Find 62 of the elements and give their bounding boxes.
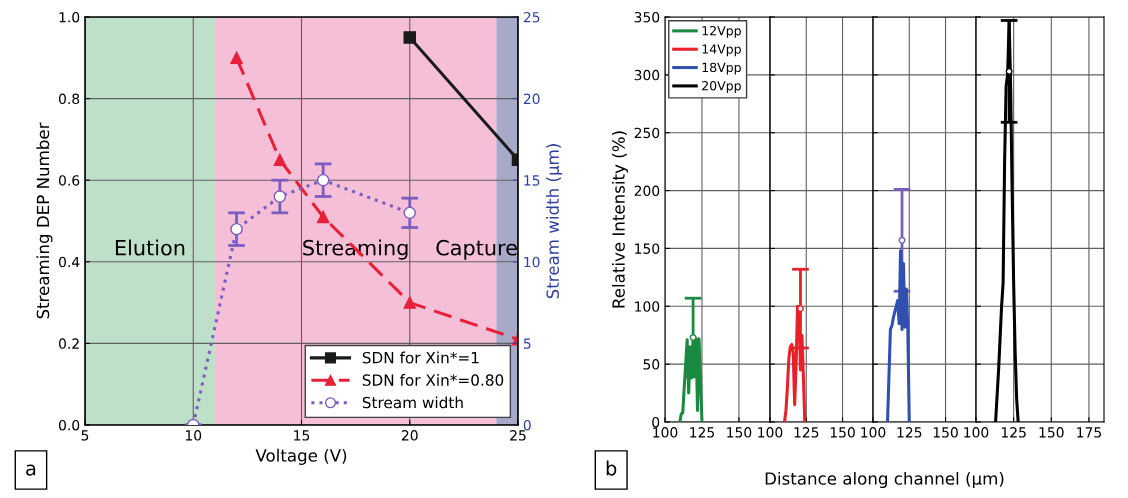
legend-label: 14Vpp <box>702 44 741 57</box>
legend-label: 18Vpp <box>702 62 741 75</box>
y-tick-label: 0.2 <box>58 338 79 349</box>
x-tick-label: 150 <box>933 427 958 438</box>
text: b <box>606 460 617 476</box>
x-tick-label: 125 <box>690 427 715 438</box>
y-tick-label: 100 <box>635 301 660 312</box>
x-tick-label: 150 <box>727 427 752 438</box>
x-tick-label: 125 <box>897 427 922 438</box>
x-tick-label: 20 <box>401 430 418 441</box>
band-label: Capture <box>436 239 517 260</box>
legend-label: 20Vpp <box>702 81 741 93</box>
point <box>316 210 330 224</box>
x-tick-label: 100 <box>964 427 989 438</box>
y2-tick-label: 20 <box>523 93 540 105</box>
y-tick-label: 0.0 <box>58 419 80 431</box>
y-tick-label: 200 <box>634 185 660 197</box>
point <box>230 51 243 65</box>
y2-tick-label: 25 <box>523 11 540 23</box>
y-tick-label: 0.4 <box>58 256 80 268</box>
y-tick-label: 0 <box>652 416 660 428</box>
point <box>316 173 330 187</box>
y-tick-label: 50 <box>643 359 660 370</box>
y2-tick-label: 0 <box>523 419 531 431</box>
x-tick-label: 125 <box>794 427 819 438</box>
x-tick-label: 100 <box>653 427 678 438</box>
y2-tick-label: 15 <box>524 175 540 186</box>
text: a <box>26 464 36 476</box>
point <box>273 190 287 203</box>
legend-label: Stream width <box>362 396 463 409</box>
y-axis-title: Streaming DEP Number <box>36 122 53 319</box>
point <box>273 153 287 167</box>
y-tick-label: 1.0 <box>59 11 80 23</box>
x-tick-label: 5 <box>81 430 89 441</box>
y-tick-label: 300 <box>634 69 660 81</box>
x-tick-label: 15 <box>294 430 310 441</box>
x-tick-label: 25 <box>510 430 526 441</box>
y-tick-label: 250 <box>634 127 660 139</box>
y-tick-label: 350 <box>634 11 660 23</box>
point <box>403 296 417 309</box>
x-tick-label: 10 <box>185 430 202 441</box>
legend-label: 12Vpp <box>702 25 741 38</box>
y-tick-label: 0.6 <box>58 175 80 186</box>
x-tick-label: 100 <box>758 427 783 438</box>
legend-label: SDN for Xin*=0.80 <box>362 374 504 386</box>
y-tick-label: 0.8 <box>58 93 80 105</box>
y2-tick-label: 5 <box>523 338 531 349</box>
y2-axis-title: Stream width (μm) <box>546 144 563 299</box>
point <box>403 206 417 220</box>
y-tick-label: 150 <box>635 243 660 254</box>
x-tick-label: 175 <box>1077 427 1101 438</box>
x-axis-title: Distance along channel (μm) <box>765 471 1004 489</box>
y-axis-title: Relative Intensity (%) <box>611 131 629 308</box>
band-label: Elution <box>115 239 185 256</box>
x-axis-title: Voltage (V) <box>255 448 347 465</box>
x-tick-label: 100 <box>861 427 886 438</box>
legend-label: SDN for Xin*=1 <box>362 351 479 364</box>
y2-tick-label: 10 <box>524 256 540 268</box>
x-tick-label: 125 <box>1001 427 1026 438</box>
x-tick-label: 150 <box>830 427 855 438</box>
x-tick-label: 150 <box>1039 427 1064 438</box>
point <box>230 222 243 236</box>
